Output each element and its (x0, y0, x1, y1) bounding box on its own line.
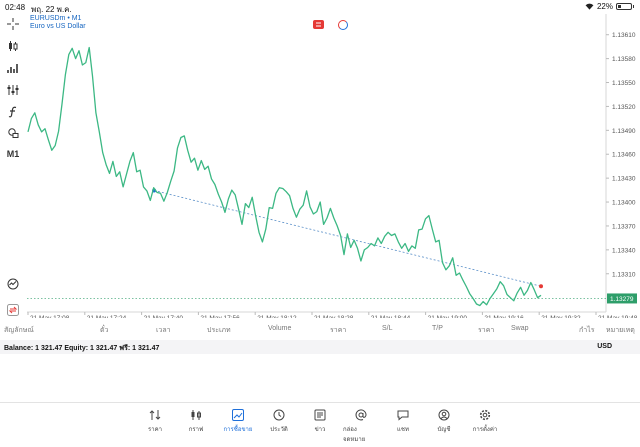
y-tick-label: 1.13580 (612, 56, 636, 63)
x-tick-label: 21 May 19:48 (598, 315, 638, 318)
bottom-navigation: ราคา กราฟ การซื้อขาย ประวัติ ข่าว กล่องจดหมาย… (0, 402, 640, 447)
one-click-trading-icon[interactable] (4, 302, 22, 318)
function-icon[interactable] (4, 104, 22, 120)
x-tick-label: 21 May 19:16 (484, 315, 524, 318)
price-series-line (27, 46, 542, 307)
x-tick-label: 21 May 19:00 (428, 315, 468, 318)
nav-settings[interactable]: การตั้งค่า (467, 409, 503, 434)
positions-column-header[interactable]: หมายเหตุ (606, 327, 635, 334)
one-click-panel (313, 20, 348, 30)
chart-icon (191, 410, 201, 420)
nav-label: การตั้งค่า (472, 427, 498, 433)
sliders-icon[interactable] (4, 82, 22, 98)
timeframe-button[interactable]: M1 (6, 149, 20, 159)
current-price-label: 1.13279 (610, 296, 634, 303)
trend-anchor-end[interactable] (539, 284, 543, 289)
nav-quotes[interactable]: ราคา (137, 409, 173, 434)
trend-line[interactable] (154, 190, 542, 287)
nav-label: บัญชี (437, 427, 451, 433)
nav-label: ข่าว (314, 427, 326, 433)
balance-row: Balance: 1 321.47 Equity: 1 321.47 ฟรี: … (0, 340, 640, 354)
positions-column-header[interactable]: ประเภท (207, 327, 231, 334)
nav-chat[interactable]: แชท (385, 409, 421, 434)
account-currency: USD (597, 343, 612, 350)
nav-label: ประวัติ (270, 427, 288, 433)
x-tick-label: 21 May 19:32 (541, 315, 581, 318)
nav-label: แชท (397, 427, 409, 433)
positions-column-header[interactable]: Swap (511, 325, 529, 332)
quotes-icon (149, 410, 161, 420)
positions-column-header[interactable]: S/L (382, 325, 393, 332)
chart-symbol: EURUSDm • M1 (30, 15, 82, 22)
nav-mailbox[interactable]: กล่องจดหมาย (343, 409, 379, 444)
positions-column-header[interactable]: เวลา (156, 327, 171, 334)
buy-icon[interactable] (338, 20, 348, 30)
positions-column-header[interactable]: กำไร (579, 327, 595, 334)
positions-column-header[interactable]: T/P (432, 325, 443, 332)
positions-column-header[interactable]: ราคา (478, 327, 495, 334)
nav-label: กราฟ (188, 427, 204, 433)
x-tick-label: 21 May 18:28 (314, 315, 354, 318)
x-tick-label: 21 May 17:56 (200, 315, 240, 318)
news-icon (314, 409, 326, 421)
x-tick-label: 21 May 17:40 (144, 315, 184, 318)
status-bar: 02:48 พฤ. 22 พ.ค. 22% (0, 0, 640, 14)
y-tick-label: 1.13610 (612, 32, 636, 39)
y-tick-label: 1.13310 (612, 271, 636, 278)
market-watch-icon[interactable] (4, 276, 22, 292)
sell-icon[interactable] (313, 20, 324, 29)
current-price-tag (607, 293, 637, 304)
objects-icon[interactable] (4, 125, 22, 141)
y-tick-label: 1.13400 (612, 200, 636, 207)
positions-column-header[interactable]: สัญลักษณ์ (4, 327, 34, 334)
status-time: 02:48 (5, 3, 26, 12)
balance-summary: Balance: 1 321.47 Equity: 1 321.47 ฟรี: … (4, 345, 160, 352)
history-icon (273, 409, 285, 421)
status-indicators: 22% (585, 2, 634, 11)
battery-percent: 22% (596, 2, 613, 11)
account-icon (438, 409, 450, 421)
x-tick-label: 21 May 18:44 (371, 315, 411, 318)
chart-toolbar: M1 (0, 14, 26, 318)
nav-news[interactable]: ข่าว (302, 409, 338, 434)
chart-description: Euro vs US Dollar (30, 23, 86, 30)
y-tick-label: 1.13340 (612, 247, 636, 254)
wifi-icon (585, 3, 594, 10)
positions-header: สัญลักษณ์ ตั๋ว เวลา ประเภท Volume ราคา S/L T/P ร… (0, 324, 640, 336)
battery-icon (616, 3, 632, 10)
nav-chart[interactable]: กราฟ (178, 409, 214, 434)
y-tick-label: 1.13520 (612, 104, 636, 111)
x-tick-label: 21 May 18:12 (257, 315, 297, 318)
positions-column-header[interactable]: ตั๋ว (100, 327, 109, 334)
x-tick-label: 21 May 17:24 (87, 315, 127, 318)
y-tick-label: 1.13370 (612, 223, 636, 230)
y-tick-label: 1.13490 (612, 128, 636, 135)
y-tick-label: 1.13460 (612, 152, 636, 159)
positions-column-header[interactable]: ราคา (330, 327, 347, 334)
status-date: พฤ. 22 พ.ค. (31, 5, 72, 14)
crosshair-icon[interactable] (4, 16, 22, 32)
settings-icon (479, 409, 491, 421)
y-tick-label: 1.13430 (612, 176, 636, 183)
y-tick-label: 1.13550 (612, 80, 636, 87)
nav-label: ราคา (148, 427, 162, 433)
price-chart[interactable]: 1.13610 1.13580 1.13550 1.13520 1.13490 1.134… (26, 14, 640, 318)
nav-label: การซื้อขาย (223, 427, 253, 433)
nav-trade[interactable]: การซื้อขาย (220, 409, 256, 434)
mailbox-icon (355, 409, 367, 421)
nav-account[interactable]: บัญชี (426, 409, 462, 434)
indicators-icon[interactable] (4, 60, 22, 76)
trade-icon (232, 409, 244, 421)
x-tick-label: 21 May 17:08 (30, 315, 70, 318)
nav-label: กล่องจดหมาย (343, 427, 366, 443)
positions-column-header[interactable]: Volume (268, 325, 292, 332)
nav-history[interactable]: ประวัติ (261, 409, 297, 434)
chat-icon (397, 410, 409, 421)
candlestick-icon[interactable] (4, 38, 22, 54)
